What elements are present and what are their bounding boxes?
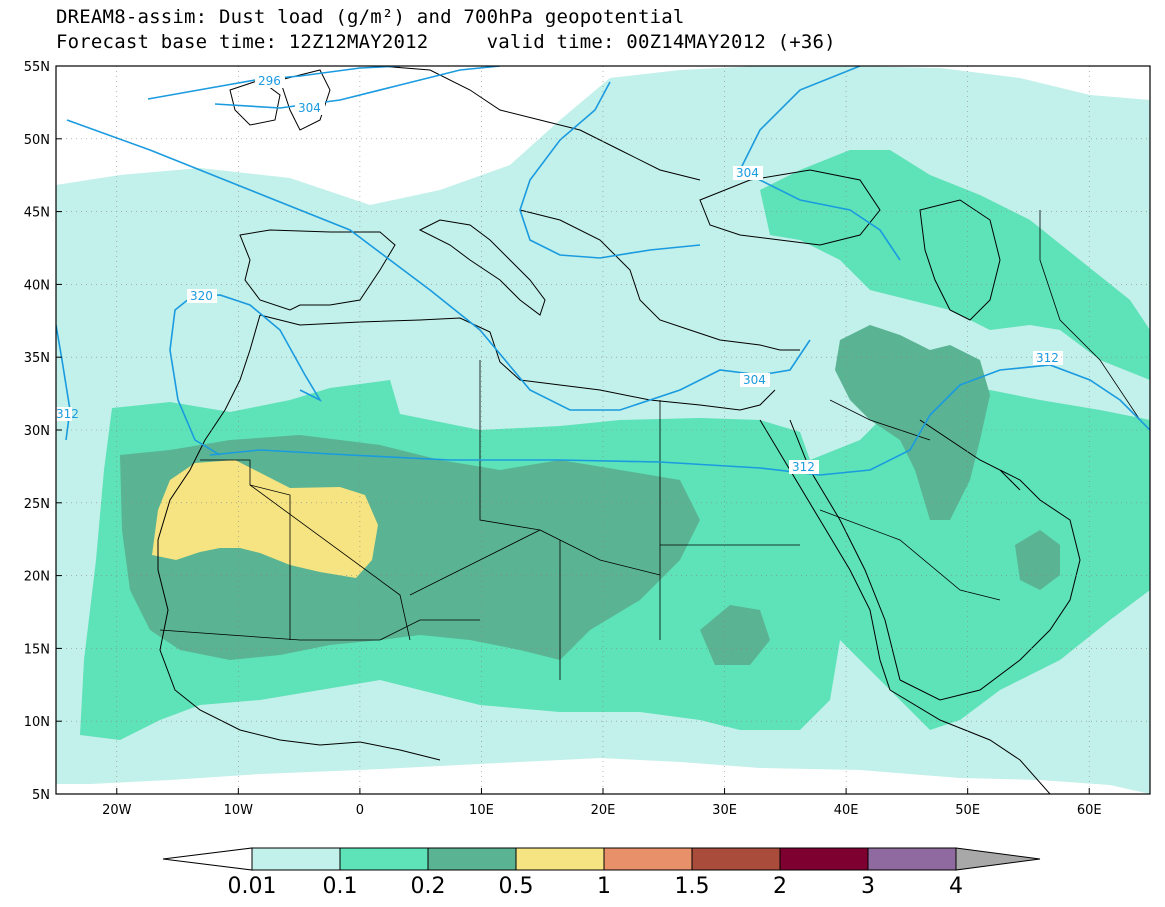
dust-region-0.2-oman: [1015, 530, 1060, 590]
colorbar: 0.01 0.1 0.2 0.5 1 1.5 2 3 4: [162, 847, 1041, 899]
contour-label-group: 296 304 304 304 320 312 312 312: [56, 74, 1063, 474]
lat-tick-label: 45N: [24, 206, 50, 221]
colorbar-swatch: [603, 847, 693, 871]
lon-tick-label: 50E: [955, 803, 980, 818]
colorbar-label: 0.01: [228, 874, 277, 899]
lat-tick-label: 55N: [24, 60, 50, 75]
lat-tick-label: 40N: [24, 278, 50, 293]
colorbar-label: 3: [861, 874, 875, 899]
lat-tick-label: 35N: [24, 351, 50, 366]
colorbar-label: 1: [597, 874, 611, 899]
contour-label: 304: [743, 373, 766, 387]
lon-tick-label: 10E: [469, 803, 494, 818]
colorbar-left-arrow: [162, 847, 253, 871]
colorbar-right-arrow: [955, 847, 1041, 871]
lon-tick-label: 60E: [1077, 803, 1102, 818]
colorbar-swatch: [779, 847, 869, 871]
coastlines: [157, 66, 1081, 794]
map-subtitle: Forecast base time: 12Z12MAY2012 valid t…: [56, 31, 836, 53]
contour-label: 304: [298, 101, 321, 115]
contour-label: 296: [258, 74, 281, 88]
longitude-axis: 20W 10W 0 10E 20E 30E 40E 50E 60E: [102, 788, 1102, 818]
lon-tick-label: 10W: [224, 803, 254, 818]
colorbar-swatch: [251, 847, 341, 871]
colorbar-label: 4: [949, 874, 963, 899]
colorbar-label: 2: [773, 874, 787, 899]
country-borders: [159, 210, 1141, 680]
lat-tick-label: 50N: [24, 133, 50, 148]
lon-tick-label: 30E: [712, 803, 737, 818]
contour-312: [209, 364, 1150, 476]
lon-tick-label: 40E: [834, 803, 859, 818]
colorbar-label: 0.2: [411, 874, 446, 899]
lat-tick-label: 20N: [24, 570, 50, 585]
latitude-axis: 55N 50N 45N 40N 35N 30N 25N 20N 15N 10N 5N: [24, 60, 62, 803]
contour-label: 312: [792, 460, 815, 474]
map-plot-area: 296 304 304 304 320 312 312 312: [56, 66, 1150, 794]
map-title: DREAM8-assim: Dust load (g/m²) and 700hP…: [56, 6, 685, 28]
lat-tick-label: 30N: [24, 424, 50, 439]
lon-tick-label: 0: [356, 803, 364, 818]
lon-tick-label: 20W: [102, 803, 132, 818]
contour-label: 312: [1036, 351, 1059, 365]
colorbar-swatch: [867, 847, 957, 871]
dust-region-0.5-mauritania: [152, 460, 378, 578]
colorbar-swatch: [691, 847, 781, 871]
contour-label: 304: [736, 166, 759, 180]
lat-tick-label: 10N: [24, 715, 50, 730]
colorbar-label: 0.1: [323, 874, 358, 899]
lat-tick-label: 15N: [24, 642, 50, 657]
colorbar-swatch: [339, 847, 429, 871]
colorbar-swatch: [515, 847, 605, 871]
colorbar-swatch: [427, 847, 517, 871]
colorbar-label: 1.5: [675, 874, 710, 899]
contour-304-northcentral: [519, 81, 701, 259]
lon-tick-label: 20E: [591, 803, 616, 818]
dust-region-0.2-iraq: [835, 325, 990, 520]
dust-region-0.1-caspian: [760, 150, 1150, 380]
lat-tick-label: 25N: [24, 497, 50, 512]
contour-304-north: [214, 66, 501, 109]
contour-label: 312: [56, 407, 79, 421]
colorbar-label: 0.5: [499, 874, 534, 899]
contour-312-west: [56, 324, 71, 441]
dust-region-0.2-sudan: [700, 605, 770, 665]
contour-label: 320: [190, 289, 213, 303]
lat-tick-label: 5N: [32, 788, 50, 803]
